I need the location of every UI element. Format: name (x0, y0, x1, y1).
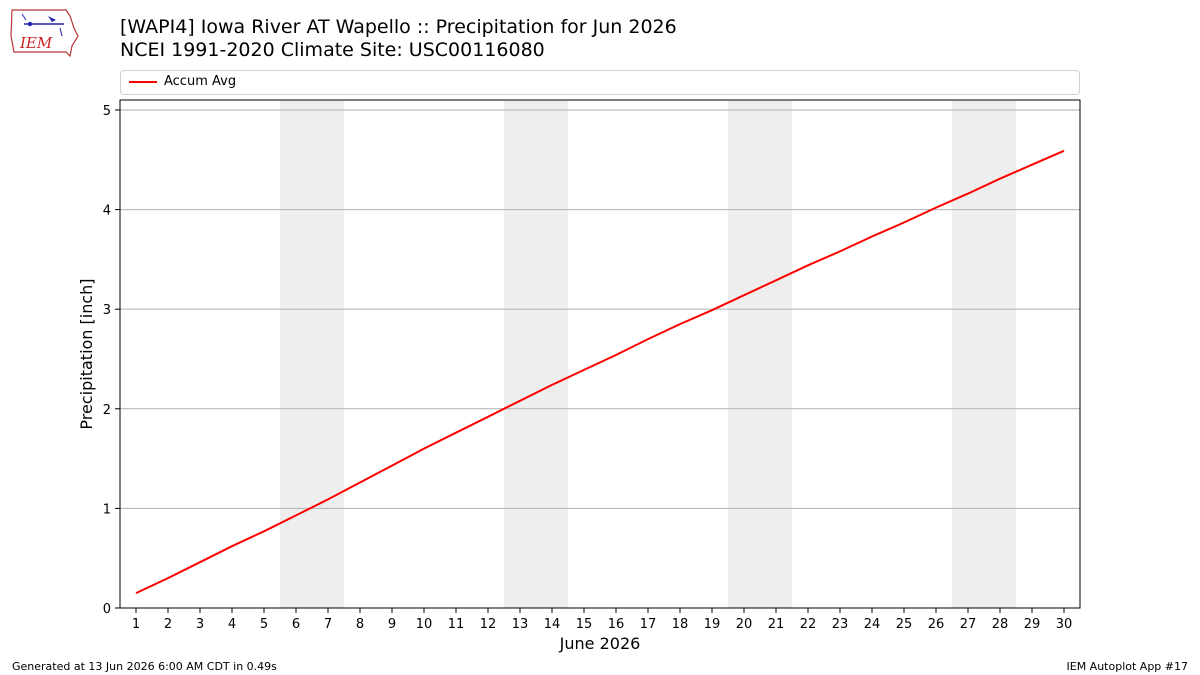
title-line-1: [WAPI4] Iowa River AT Wapello :: Precipi… (120, 16, 677, 38)
y-tick-label: 0 (103, 602, 111, 617)
y-tick-label: 5 (103, 104, 111, 119)
y-tick-label: 2 (103, 403, 111, 418)
weekend-shading (280, 100, 1016, 608)
gridlines (120, 109, 1080, 509)
plot-frame (119, 99, 1081, 609)
weekend-band-4 (952, 100, 1016, 608)
footer-generated-text: Generated at 13 Jun 2026 6:00 AM CDT in … (12, 660, 277, 673)
x-tick-label: 28 (992, 617, 1009, 632)
x-tick-label: 8 (356, 617, 364, 632)
x-tick-label: 2 (164, 617, 172, 632)
x-tick-label: 6 (292, 617, 300, 632)
x-tick-label: 9 (388, 617, 396, 632)
x-tick-label: 23 (832, 617, 849, 632)
weekend-band-3 (728, 100, 792, 608)
x-axis-ticks: 1 2 3 4 5 6 7 8 9 10 11 12 13 14 15 16 17 18 19 20 21 22 23 24 2… (132, 608, 1072, 632)
x-tick-label: 3 (196, 617, 204, 632)
x-tick-label: 5 (260, 617, 268, 632)
x-tick-label: 1 (132, 617, 140, 632)
legend-line-swatch (129, 81, 157, 83)
title-line-2: NCEI 1991-2020 Climate Site: USC00116080 (120, 39, 545, 61)
y-tick-label: 3 (103, 303, 111, 318)
x-tick-label: 17 (640, 617, 657, 632)
y-axis-label: Precipitation [inch] (77, 278, 96, 429)
legend-label: Accum Avg (164, 74, 237, 89)
y-axis-ticks: 0 1 2 3 4 5 (103, 104, 120, 617)
y-tick-label: 1 (103, 502, 111, 517)
x-tick-label: 29 (1024, 617, 1041, 632)
iem-logo: IEM (10, 9, 79, 58)
x-tick-label: 13 (512, 617, 529, 632)
x-tick-label: 7 (324, 617, 332, 632)
x-tick-label: 4 (228, 617, 236, 632)
x-tick-label: 19 (704, 617, 721, 632)
series-line-accum-avg (135, 149, 1065, 595)
y-tick-label: 4 (103, 204, 111, 219)
chart-title: [WAPI4] Iowa River AT Wapello :: Precipi… (120, 16, 677, 62)
logo-text: IEM (19, 34, 53, 52)
x-tick-label: 10 (416, 617, 433, 632)
x-tick-label: 18 (672, 617, 689, 632)
x-tick-label: 20 (736, 617, 753, 632)
x-tick-label: 21 (768, 617, 785, 632)
x-tick-label: 30 (1056, 617, 1073, 632)
x-axis-label: June 2026 (559, 634, 641, 653)
x-tick-label: 14 (544, 617, 561, 632)
x-tick-label: 16 (608, 617, 625, 632)
weekend-band-1 (280, 100, 344, 608)
x-tick-label: 12 (480, 617, 497, 632)
x-tick-label: 24 (864, 617, 881, 632)
footer-app-label: IEM Autoplot App #17 (1066, 660, 1189, 673)
x-tick-label: 22 (800, 617, 817, 632)
x-tick-label: 26 (928, 617, 945, 632)
x-tick-label: 11 (448, 617, 465, 632)
x-tick-label: 15 (576, 617, 593, 632)
weekend-band-2 (504, 100, 568, 608)
x-tick-label: 25 (896, 617, 913, 632)
legend: Accum Avg (120, 70, 1080, 95)
x-tick-label: 27 (960, 617, 977, 632)
